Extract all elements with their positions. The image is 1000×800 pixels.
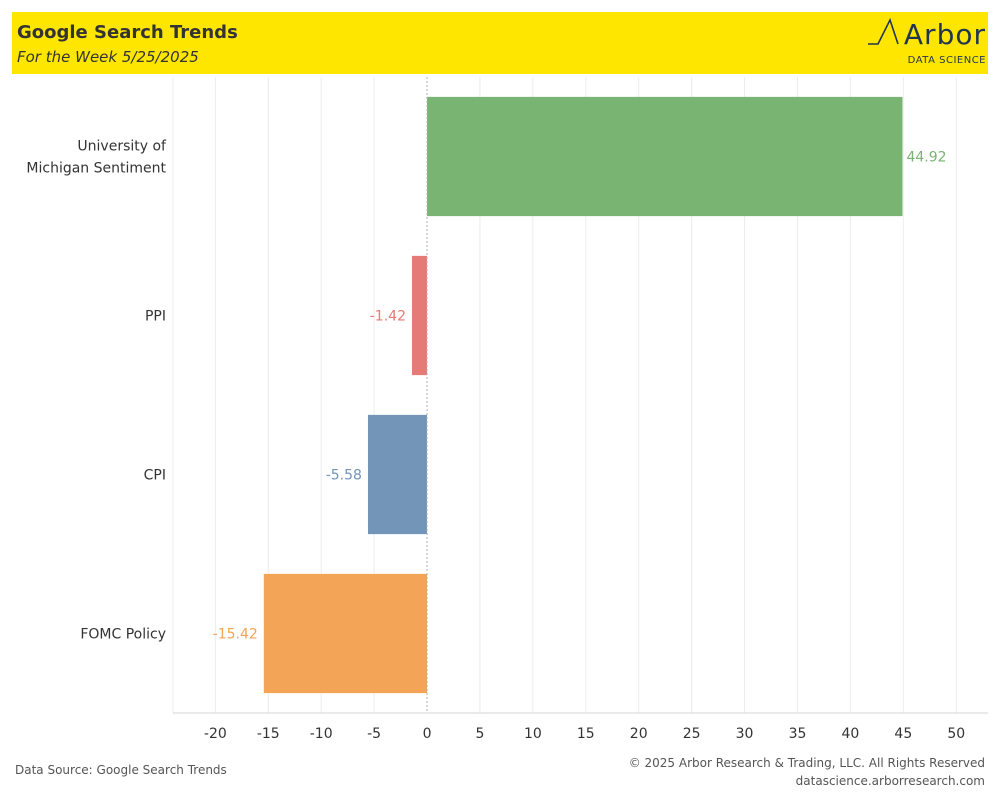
logo-line-icon [868,18,899,45]
bar [427,96,903,217]
category-label: CPI [144,468,166,484]
category-label: University of [77,139,167,155]
x-tick-label: 35 [789,726,807,742]
bar [367,414,428,535]
website-text: datascience.arborresearch.com [795,774,985,788]
x-tick-label: 0 [423,726,432,742]
x-tick-label: 45 [894,726,912,742]
header-banner: Google Search Trends For the Week 5/25/2… [12,12,988,74]
page-subtitle: For the Week 5/25/2025 [17,48,199,66]
x-tick-label: 30 [736,726,754,742]
footer-credits: © 2025 Arbor Research & Trading, LLC. Al… [629,754,985,790]
data-source: Data Source: Google Search Trends [15,763,227,777]
x-tick-label: -5 [367,726,381,742]
x-tick-label: -15 [257,726,280,742]
logo-subtitle: DATA SCIENCE [907,55,986,66]
x-tick-label: 50 [947,726,965,742]
bar [411,255,428,376]
bar [263,573,428,694]
page-title: Google Search Trends [17,22,238,43]
logo-word: Arbor [903,18,986,51]
category-label: FOMC Policy [80,627,166,643]
x-tick-label: 15 [577,726,595,742]
x-tick-label: 25 [683,726,701,742]
x-tick-label: 20 [630,726,648,742]
data-label: -15.42 [213,627,258,643]
x-tick-label: 5 [475,726,484,742]
x-tick-label: 40 [841,726,859,742]
x-tick-label: -20 [204,726,227,742]
category-label: Michigan Sentiment [26,161,166,177]
x-tick-label: -10 [310,726,333,742]
data-label: -5.58 [326,468,362,484]
data-label: -1.42 [370,309,406,325]
arbor-logo: Arbor DATA SCIENCE [868,18,988,70]
category-label: PPI [145,309,166,325]
x-tick-label: 10 [524,726,542,742]
copyright-text: © 2025 Arbor Research & Trading, LLC. Al… [628,756,985,770]
data-label: 44.92 [906,150,946,166]
